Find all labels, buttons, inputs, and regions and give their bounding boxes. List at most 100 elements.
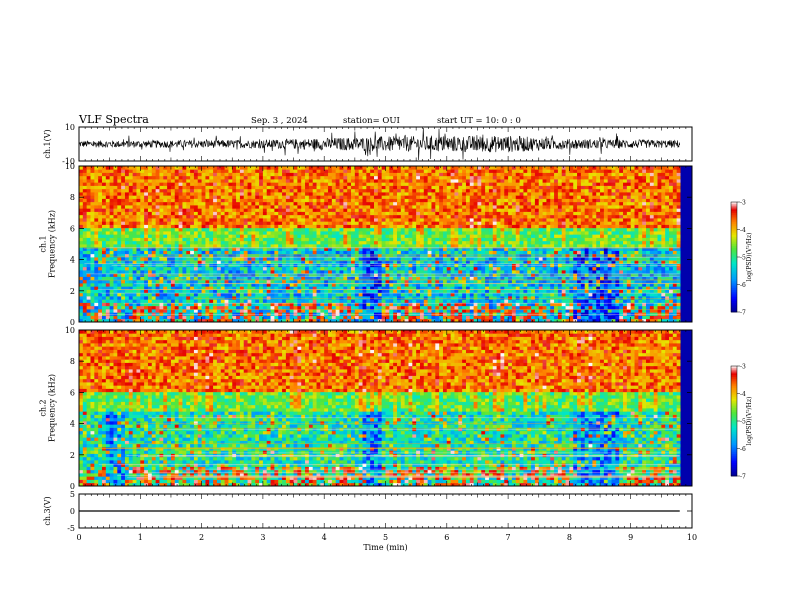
spectrogram-cell bbox=[174, 227, 180, 232]
spectrogram-cell bbox=[186, 270, 191, 274]
spectrogram-cell bbox=[167, 231, 172, 235]
spectrogram-cell bbox=[79, 289, 84, 294]
spectrogram-cell bbox=[236, 315, 241, 320]
spectrogram-cell bbox=[79, 166, 84, 170]
spectrogram-cell bbox=[201, 175, 206, 180]
spectrogram-cell bbox=[377, 279, 383, 284]
spectrogram-cell bbox=[450, 305, 455, 310]
spectrogram-cell bbox=[251, 266, 256, 271]
spectrogram-cell bbox=[159, 237, 164, 242]
spectrogram-cell bbox=[389, 253, 394, 258]
spectrogram-cell bbox=[136, 260, 141, 264]
spectrogram-cell bbox=[358, 201, 363, 206]
spectrogram-cell bbox=[247, 179, 252, 183]
spectrogram-cell bbox=[155, 244, 160, 248]
spectrogram-cell bbox=[427, 270, 432, 274]
spectrogram-cell bbox=[381, 260, 386, 264]
spectrogram-cell bbox=[289, 201, 294, 206]
spectrogram-cell bbox=[347, 224, 352, 229]
spectrogram-cell bbox=[412, 224, 417, 229]
spectrogram-cell bbox=[324, 286, 329, 290]
spectrogram-cell bbox=[285, 286, 291, 290]
spectrogram-cell bbox=[90, 250, 95, 255]
spectrogram-cell bbox=[86, 318, 91, 323]
spectrogram-cell bbox=[324, 205, 329, 209]
spectrogram-cell bbox=[366, 299, 371, 303]
spectrogram-cell bbox=[301, 318, 306, 323]
spectrogram-cell bbox=[163, 205, 168, 209]
spectrogram-cell bbox=[121, 247, 126, 251]
spectrogram-cell bbox=[289, 247, 294, 251]
spectrogram-cell bbox=[109, 299, 114, 303]
spectrogram-cell bbox=[136, 309, 141, 313]
spectrogram-cell bbox=[412, 195, 417, 199]
spectrogram-cell bbox=[374, 315, 379, 320]
spectrogram-cell bbox=[324, 250, 329, 255]
spectrogram-cell bbox=[105, 302, 111, 307]
spectrogram-cell bbox=[216, 198, 222, 203]
spectrogram-cell bbox=[159, 192, 164, 196]
spectrogram-cell bbox=[351, 305, 356, 310]
spectrogram-cell bbox=[400, 195, 406, 199]
spectrogram-cell bbox=[339, 296, 344, 300]
spectrogram-cell bbox=[140, 296, 145, 300]
spectrogram-cell bbox=[182, 270, 187, 274]
spectrogram-cell bbox=[163, 218, 168, 222]
spectrogram-cell bbox=[82, 175, 88, 180]
spectrogram-cell bbox=[328, 179, 333, 183]
spectrogram-cell bbox=[186, 201, 191, 206]
spectrogram-cell bbox=[366, 276, 371, 281]
spectrogram-cell bbox=[335, 234, 340, 238]
spectrogram-cell bbox=[305, 283, 310, 287]
spectrogram-cell bbox=[381, 234, 386, 238]
spectrogram-cell bbox=[285, 250, 291, 255]
spectrogram-cell bbox=[136, 250, 141, 255]
spectrogram-cell bbox=[442, 240, 448, 245]
spectrogram-cell bbox=[274, 318, 279, 323]
spectrogram-cell bbox=[94, 166, 99, 170]
spectrogram-cell bbox=[274, 166, 279, 170]
spectrogram-cell bbox=[197, 221, 202, 225]
spectrogram-cell bbox=[285, 315, 291, 320]
spectrogram-cell bbox=[416, 305, 421, 310]
spectrogram-cell bbox=[239, 221, 245, 225]
spectrogram-cell bbox=[147, 179, 153, 183]
spectrogram-cell bbox=[163, 250, 168, 255]
spectrogram-cell bbox=[343, 224, 348, 229]
spectrogram-cell bbox=[289, 192, 294, 196]
spectrogram-cell bbox=[155, 305, 160, 310]
spectrogram-cell bbox=[262, 260, 268, 264]
spectrogram-cell bbox=[86, 253, 91, 258]
spectrogram-cell bbox=[113, 247, 118, 251]
spectrogram-cell bbox=[377, 231, 383, 235]
spectrogram-cell bbox=[216, 276, 222, 281]
spectrogram-cell bbox=[270, 312, 275, 316]
spectrogram-cell bbox=[416, 169, 421, 173]
spectrogram-cell bbox=[366, 237, 371, 242]
spectrogram-cell bbox=[178, 302, 183, 307]
spectrogram-cell bbox=[362, 182, 367, 186]
spectrogram-cell bbox=[167, 169, 172, 173]
spectrogram-cell bbox=[82, 250, 88, 255]
spectrogram-cell bbox=[419, 312, 425, 316]
spectrogram-cell bbox=[412, 166, 417, 170]
spectrogram-cell bbox=[236, 201, 241, 206]
spectrogram-cell bbox=[197, 179, 202, 183]
spectrogram-cell bbox=[262, 289, 268, 294]
spectrogram-cell bbox=[270, 299, 275, 303]
spectrogram-cell bbox=[339, 312, 344, 316]
spectrogram-cell bbox=[109, 205, 114, 209]
spectrogram-cell bbox=[393, 286, 398, 290]
spectrogram-cell bbox=[431, 208, 436, 212]
spectrogram-cell bbox=[205, 188, 210, 193]
spectrogram-cell bbox=[366, 192, 371, 196]
spectrogram-cell bbox=[201, 266, 206, 271]
spectrogram-cell bbox=[335, 289, 340, 294]
spectrogram-cell bbox=[331, 250, 337, 255]
spectrogram-cell bbox=[435, 179, 440, 183]
spectrogram-cell bbox=[197, 318, 202, 323]
spectrogram-cell bbox=[209, 185, 214, 190]
spectrogram-cell bbox=[140, 201, 145, 206]
spectrogram-cell bbox=[147, 234, 153, 238]
spectrogram-cell bbox=[408, 289, 413, 294]
